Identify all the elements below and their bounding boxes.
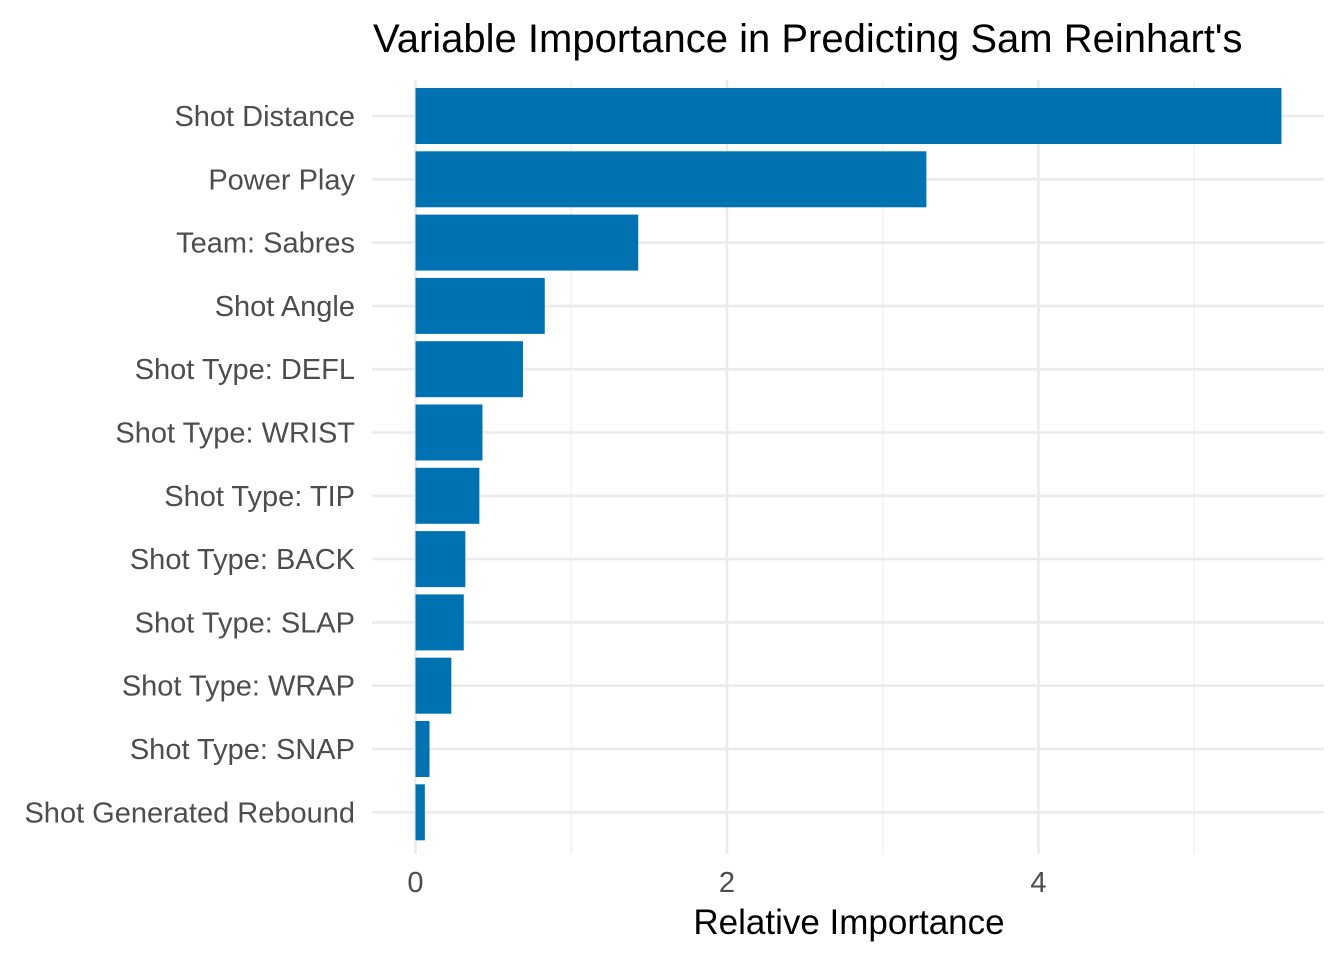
y-tick-label: Shot Type: DEFL: [135, 354, 355, 386]
bar: [415, 531, 466, 588]
bar: [415, 88, 1282, 144]
y-tick-label: Shot Type: SLAP: [135, 607, 355, 639]
y-tick-label: Shot Distance: [174, 101, 355, 133]
x-axis-tick-labels: 0 2 4: [407, 867, 1046, 899]
bar: [415, 277, 545, 334]
chart-title: Variable Importance in Predicting Sam Re…: [373, 17, 1243, 61]
y-tick-label: Power Play: [208, 164, 355, 196]
bar: [415, 721, 430, 777]
x-tick-label: 4: [1030, 867, 1046, 899]
bar: [415, 404, 483, 461]
y-axis-tick-labels: Shot Distance Power Play Team: Sabres Shot …: [24, 101, 355, 829]
x-tick-label: 0: [407, 867, 423, 899]
y-tick-label: Shot Generated Rebound: [24, 797, 355, 829]
bar: [415, 151, 927, 208]
bar: [415, 467, 480, 524]
bar: [415, 784, 425, 841]
x-axis-title: Relative Importance: [693, 903, 1004, 942]
y-tick-label: Shot Type: WRIST: [115, 418, 355, 450]
grid-lines: [372, 80, 1324, 854]
bar: [415, 214, 639, 271]
bars: [415, 88, 1282, 841]
y-tick-label: Shot Type: WRAP: [122, 671, 355, 703]
y-tick-label: Shot Type: TIP: [164, 481, 355, 513]
bar: [415, 657, 452, 714]
y-tick-label: Shot Angle: [215, 291, 355, 323]
x-tick-label: 2: [719, 867, 735, 899]
bar: [415, 594, 464, 651]
y-tick-label: Shot Type: SNAP: [130, 734, 355, 766]
bar: [415, 341, 523, 398]
y-tick-label: Team: Sabres: [176, 228, 355, 260]
y-tick-label: Shot Type: BACK: [130, 544, 356, 576]
